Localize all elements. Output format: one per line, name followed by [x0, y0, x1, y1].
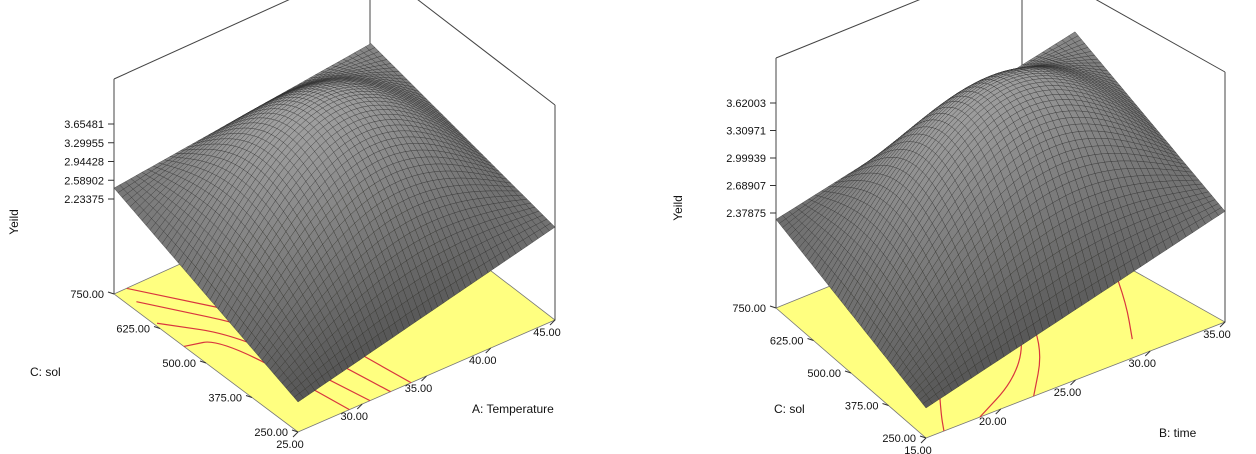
- z-axis-title: Yeild: [671, 195, 685, 221]
- y-tick-mark: [291, 429, 299, 433]
- y-tick-label: 750.00: [732, 303, 766, 315]
- x-tick-mark: [421, 375, 427, 382]
- x-tick-label: 25.00: [276, 439, 304, 451]
- frame-edge: [113, 0, 290, 80]
- y-tick-mark: [919, 435, 927, 439]
- z-tick-label: 3.30971: [726, 126, 766, 138]
- y-axis-title: C: sol: [774, 402, 805, 416]
- x-tick-mark: [485, 347, 492, 354]
- y-tick-mark: [844, 370, 852, 374]
- frame-edge: [417, 0, 556, 106]
- z-tick-label: 3.62003: [726, 98, 766, 110]
- y-tick-label: 625.00: [770, 336, 804, 348]
- y-axis-title: C: sol: [30, 365, 61, 379]
- x-tick-mark: [549, 319, 556, 326]
- z-tick-label: 2.58902: [64, 175, 104, 187]
- x-tick-label: 35.00: [405, 383, 433, 395]
- y-tick-label: 375.00: [845, 401, 879, 413]
- frame-edge: [775, 0, 921, 59]
- surface-plot-temperature-sol: 2.23375 2.58902 2.94428 3.29955 3.65481 25.00…: [7, 0, 561, 451]
- surface-plot-time-sol: 2.37875 2.68907 2.99939 3.30971 3.62003 15.00…: [671, 0, 1231, 454]
- x-tick-label: 45.00: [533, 327, 561, 339]
- y-tick-label: 250.00: [254, 427, 288, 439]
- surface-cell: [293, 392, 304, 403]
- ticks-layer: 2.23375 2.58902 2.94428 3.29955 3.65481 25.00…: [64, 119, 561, 451]
- y-tick-mark: [199, 360, 207, 364]
- contour-line: [1110, 260, 1133, 340]
- z-tick-label: 2.23375: [64, 194, 104, 206]
- x-tick-label: 35.00: [1203, 329, 1231, 341]
- x-axis-title: B: time: [1159, 426, 1197, 440]
- z-tick-label: 3.29955: [64, 138, 104, 150]
- y-tick-label: 750.00: [70, 289, 104, 301]
- x-tick-label: 30.00: [1128, 358, 1156, 370]
- y-tick-label: 625.00: [116, 324, 150, 336]
- surface-layer: [113, 43, 556, 403]
- ticks-layer: 2.37875 2.68907 2.99939 3.30971 3.62003 15.00…: [726, 98, 1231, 454]
- x-tick-mark: [995, 408, 1002, 415]
- z-tick-label: 2.68907: [726, 181, 766, 193]
- x-tick-label: 30.00: [340, 411, 368, 423]
- y-tick-label: 375.00: [208, 393, 242, 405]
- y-tick-label: 500.00: [162, 358, 196, 370]
- x-tick-mark: [292, 431, 299, 438]
- surface-cell: [922, 398, 933, 409]
- x-tick-label: 20.00: [979, 416, 1007, 428]
- surface-layer: [775, 31, 1226, 409]
- y-tick-mark: [107, 291, 115, 295]
- z-tick-label: 2.99939: [726, 153, 766, 165]
- y-tick-mark: [769, 305, 777, 309]
- y-tick-mark: [245, 395, 253, 398]
- z-axis-title: Yeild: [7, 209, 21, 235]
- x-tick-mark: [1070, 379, 1076, 386]
- y-tick-label: 250.00: [882, 433, 916, 445]
- x-tick-label: 15.00: [904, 445, 932, 454]
- x-axis-title: A: Temperature: [472, 402, 554, 416]
- y-tick-mark: [807, 338, 814, 341]
- x-tick-label: 25.00: [1054, 387, 1082, 399]
- x-tick-mark: [1219, 321, 1226, 328]
- z-tick-label: 3.65481: [64, 119, 104, 131]
- x-tick-label: 40.00: [469, 355, 497, 367]
- z-tick-label: 2.37875: [726, 208, 766, 220]
- x-tick-mark: [356, 403, 363, 410]
- x-tick-mark: [920, 437, 927, 444]
- frame-edge: [1095, 0, 1226, 73]
- y-tick-label: 500.00: [807, 368, 841, 380]
- y-tick-mark: [882, 403, 889, 406]
- x-tick-mark: [1144, 350, 1151, 357]
- y-tick-mark: [153, 326, 161, 329]
- z-tick-label: 2.94428: [64, 157, 104, 169]
